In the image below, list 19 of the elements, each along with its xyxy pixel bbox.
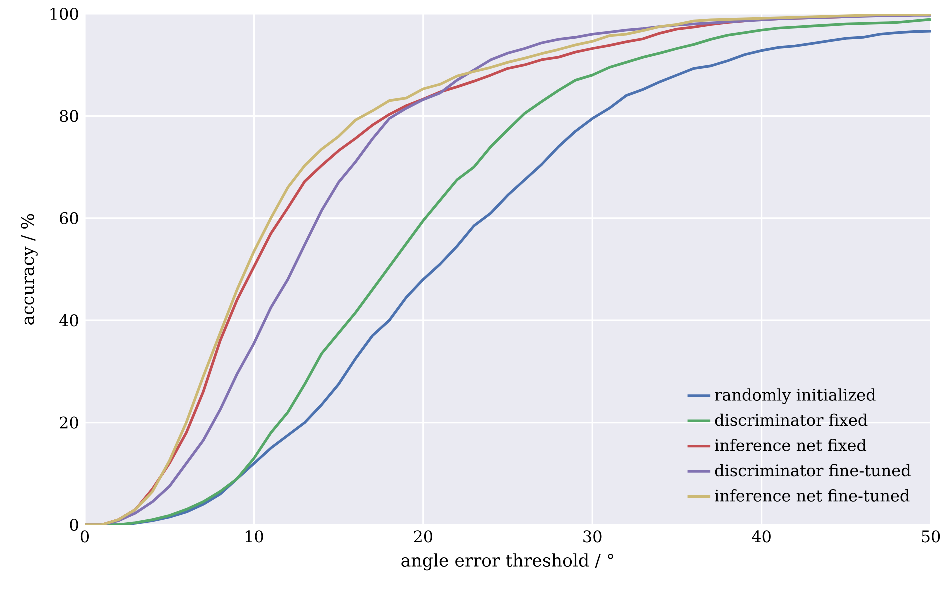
y-tick-label: 60 bbox=[60, 212, 78, 224]
y-tick-label: 40 bbox=[60, 314, 78, 327]
y-tick-label: 100 bbox=[50, 8, 78, 20]
x-axis-title: angle error threshold / ° bbox=[402, 554, 614, 571]
x-tick-label: 50 bbox=[922, 530, 940, 543]
legend-label: inference net fixed bbox=[715, 439, 867, 452]
legend-label: discriminator fixed bbox=[715, 414, 868, 426]
x-tick-label: 0 bbox=[80, 530, 90, 543]
y-tick-label: 80 bbox=[60, 110, 78, 122]
x-tick-label: 40 bbox=[752, 530, 771, 543]
x-tick-label: 30 bbox=[584, 530, 602, 543]
legend-label: randomly initialized bbox=[715, 388, 876, 404]
y-tick-label: 0 bbox=[70, 518, 78, 532]
x-tick-label: 10 bbox=[246, 530, 264, 543]
legend-label: discriminator fine-tuned bbox=[715, 464, 911, 477]
y-tick-label: 20 bbox=[60, 416, 78, 429]
x-tick-label: 20 bbox=[414, 530, 433, 543]
legend-label: inference net fine-tuned bbox=[715, 490, 910, 502]
y-axis-title: accuracy / % bbox=[21, 214, 38, 325]
